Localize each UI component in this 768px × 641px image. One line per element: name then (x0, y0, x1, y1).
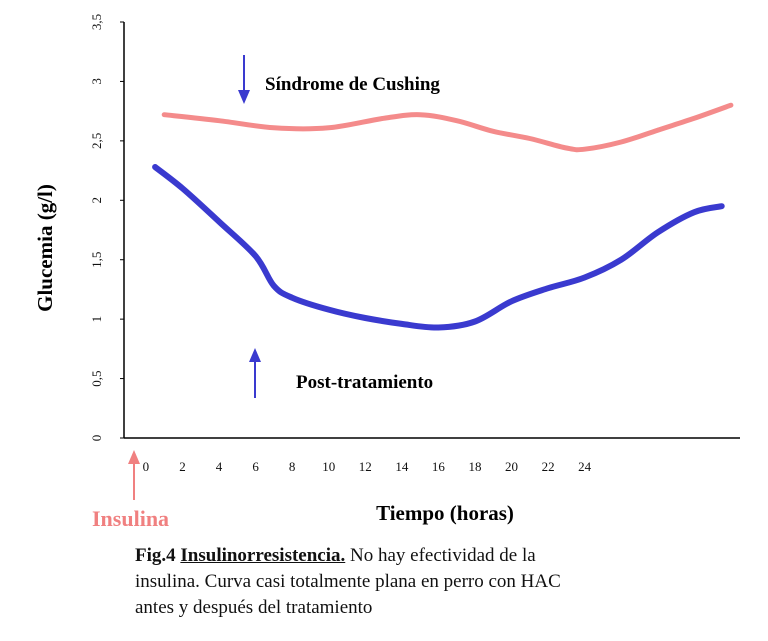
y-tick-label: 3,5 (89, 14, 104, 30)
y-tick-label: 0 (89, 435, 104, 442)
post-arrow-head (249, 348, 261, 362)
y-tick-label: 2 (89, 197, 104, 204)
x-axis-title: Tiempo (horas) (376, 501, 514, 525)
x-tick-label: 14 (395, 459, 409, 474)
y-tick-label: 1,5 (89, 252, 104, 268)
caption-title: Insulinorresistencia. (180, 545, 346, 566)
x-tick-label: 8 (289, 459, 296, 474)
x-tick-label: 2 (179, 459, 186, 474)
cushing-arrow-head (238, 90, 250, 104)
x-tick-label: 24 (578, 459, 592, 474)
series-line-post-tratamiento (152, 164, 725, 331)
x-tick-label: 4 (216, 459, 223, 474)
y-tick-label: 1 (89, 316, 104, 323)
y-tick-label: 0,5 (89, 370, 104, 386)
annotation-cushing-label: Síndrome de Cushing (265, 74, 440, 95)
y-tick-label: 2,5 (89, 133, 104, 149)
x-tick-label: 22 (542, 459, 555, 474)
annotation-post-label: Post-tratamiento (296, 372, 433, 393)
x-tick-label: 6 (252, 459, 259, 474)
series-layer (152, 102, 734, 331)
x-tick-label: 12 (359, 459, 372, 474)
x-tick-label: 18 (468, 459, 481, 474)
x-tick-labels: 0 2 4 6 8 10 12 14 16 18 20 22 24 (143, 459, 592, 474)
y-tick-label: 3 (89, 78, 104, 85)
caption-line-3: antes y después del tratamiento (135, 597, 373, 618)
caption-line-2: insulina. Curva casi totalmente plana en… (135, 571, 561, 592)
x-tick-label: 10 (322, 459, 335, 474)
series-line-cushing (161, 102, 734, 153)
y-tick-labels: 0 0,5 1 1,5 2 2,5 3 3,5 (89, 14, 124, 441)
figure-caption: Fig.4 Insulinorresistencia. No hay efect… (135, 543, 745, 621)
insulina-arrow-head (128, 450, 140, 464)
x-tick-label: 16 (432, 459, 446, 474)
caption-fig-label: Fig.4 (135, 545, 176, 566)
x-tick-label: 20 (505, 459, 518, 474)
caption-line-1: No hay efectividad de la (345, 545, 536, 566)
annotation-post: Post-tratamiento (249, 348, 433, 398)
annotation-insulina: Insulina (92, 450, 169, 531)
annotation-insulina-label: Insulina (92, 506, 169, 531)
annotation-cushing: Síndrome de Cushing (238, 55, 440, 104)
y-axis-title: Glucemia (g/l) (33, 184, 57, 312)
x-tick-label: 0 (143, 459, 150, 474)
axes (123, 22, 740, 439)
